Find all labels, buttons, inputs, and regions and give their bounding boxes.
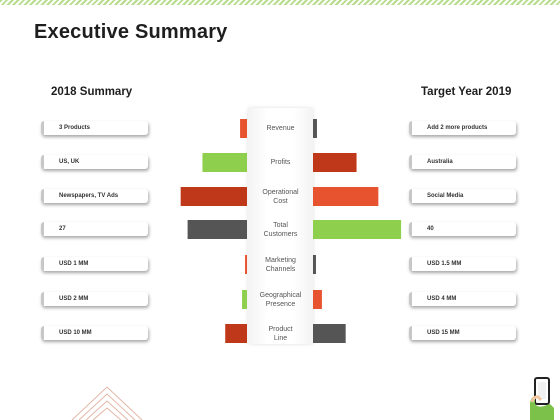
pill-text: 3 Products	[59, 125, 91, 131]
right-column-header: Target Year 2019	[421, 86, 512, 98]
category-line-2: Customers	[263, 231, 298, 238]
pill-notch	[41, 121, 44, 135]
right-item: USD 1.5 MM	[409, 257, 516, 271]
left-bar	[202, 153, 247, 172]
category-line-1: Total	[273, 222, 288, 229]
page-title: Executive Summary	[34, 21, 228, 43]
left-bar	[242, 290, 247, 309]
category-line-1: Operational	[262, 189, 299, 196]
category-line-2: Channels	[265, 266, 296, 273]
right-bar	[313, 187, 379, 206]
category-line-2: Line	[273, 335, 288, 342]
category-line-1: Marketing	[265, 257, 296, 264]
hand-phone-icon	[530, 377, 554, 420]
pill-notch	[409, 326, 412, 340]
category-label: Operational Cost	[248, 188, 313, 206]
pill-text: USD 1 MM	[59, 261, 89, 267]
right-bar	[313, 220, 402, 239]
right-bar	[313, 290, 322, 309]
right-bar	[313, 255, 316, 274]
right-item: Australia	[409, 155, 516, 169]
pill-notch	[41, 189, 44, 203]
category-line-2: Cost	[273, 198, 288, 205]
category-label: Product Line	[248, 325, 313, 343]
category-label: Profits	[248, 158, 313, 167]
left-column-header: 2018 Summary	[51, 86, 133, 98]
right-bar	[313, 119, 317, 138]
pill-notch	[409, 222, 412, 236]
left-bar	[245, 255, 247, 274]
pill-text: US, UK	[59, 159, 80, 165]
pill-text: 40	[427, 226, 434, 232]
right-bar	[313, 153, 357, 172]
center-category-column	[248, 108, 313, 344]
pill-text: USD 15 MM	[427, 330, 460, 336]
pill-text: USD 10 MM	[59, 330, 92, 336]
pill-notch	[41, 257, 44, 271]
left-item: USD 2 MM	[41, 292, 148, 306]
pill-notch	[41, 222, 44, 236]
pill-notch	[409, 292, 412, 306]
category-label: Geographical Presence	[248, 291, 313, 309]
pill-text: Newspapers, TV Ads	[59, 193, 119, 199]
right-item: USD 15 MM	[409, 326, 516, 340]
pill-notch	[41, 326, 44, 340]
pill-notch	[409, 155, 412, 169]
category-label: Revenue	[248, 124, 313, 133]
left-bar	[180, 187, 247, 206]
category-label: Total Customers	[248, 221, 313, 239]
right-bar	[313, 324, 346, 343]
pill-text: Social Media	[427, 193, 464, 199]
pill-text: 27	[59, 226, 66, 232]
left-item: USD 10 MM	[41, 326, 148, 340]
pill-notch	[409, 257, 412, 271]
left-item: USD 1 MM	[41, 257, 148, 271]
left-item: US, UK	[41, 155, 148, 169]
category-line-2: Presence	[265, 301, 296, 308]
right-item: USD 4 MM	[409, 292, 516, 306]
pill-notch	[41, 292, 44, 306]
pill-notch	[409, 121, 412, 135]
left-item: 3 Products	[41, 121, 148, 135]
right-item: 40	[409, 222, 516, 236]
triangle-lines-decoration	[71, 386, 143, 420]
pill-text: Australia	[427, 159, 453, 165]
pill-text: USD 4 MM	[427, 296, 457, 302]
pill-text: USD 1.5 MM	[427, 261, 462, 267]
top-stripe	[0, 0, 560, 5]
left-item: Newspapers, TV Ads	[41, 189, 148, 203]
category-label: Marketing Channels	[248, 256, 313, 274]
category-line-1: Product	[268, 326, 293, 333]
left-bar	[187, 220, 247, 239]
pill-text: USD 2 MM	[59, 296, 89, 302]
category-line-1: Profits	[270, 159, 291, 166]
left-bar	[225, 324, 247, 343]
pill-text: Add 2 more products	[427, 125, 488, 131]
right-item: Add 2 more products	[409, 121, 516, 135]
category-line-1: Revenue	[266, 125, 295, 132]
left-bar	[240, 119, 247, 138]
pill-notch	[409, 189, 412, 203]
pill-notch	[41, 155, 44, 169]
left-item: 27	[41, 222, 148, 236]
category-line-1: Geographical	[259, 292, 302, 299]
right-item: Social Media	[409, 189, 516, 203]
